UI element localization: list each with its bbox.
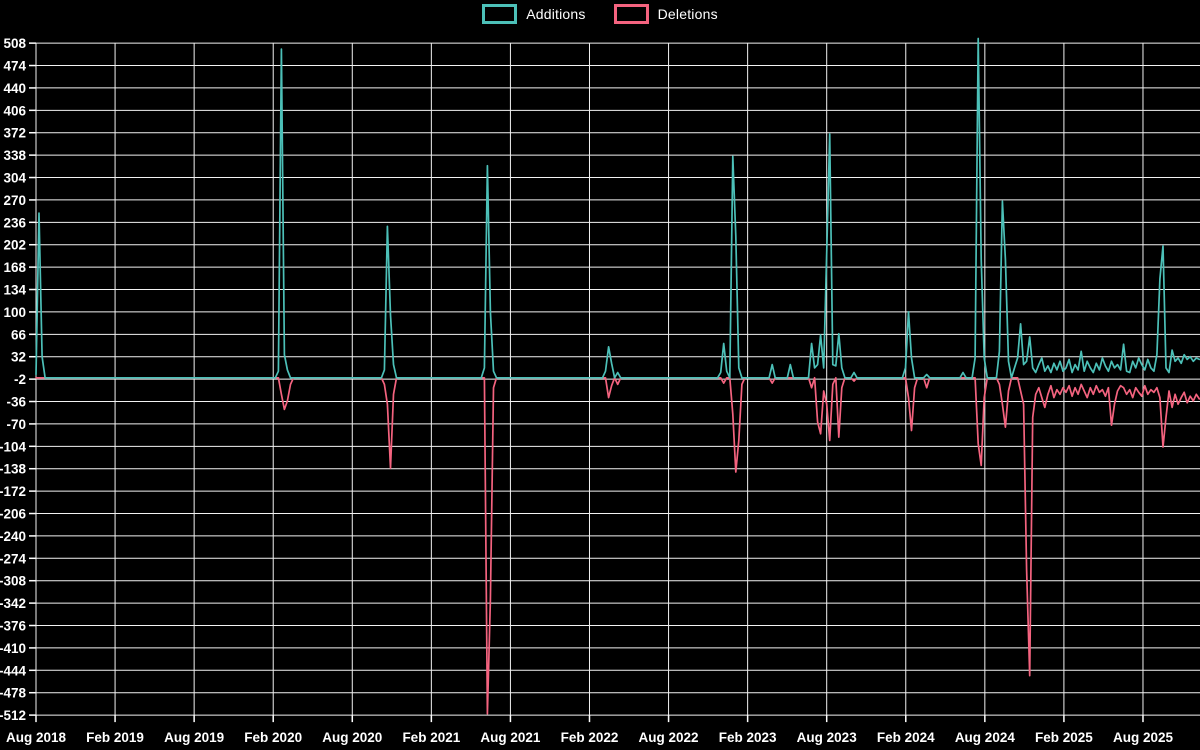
x-tick-label: Aug 2018 (6, 730, 67, 745)
legend-label-additions: Additions (526, 6, 586, 22)
y-tick-label: -36 (6, 395, 26, 410)
x-tick-label: Feb 2023 (719, 730, 777, 745)
y-tick-label: -240 (0, 529, 26, 544)
y-tick-label: -104 (0, 439, 26, 454)
y-tick-label: -444 (0, 663, 26, 678)
y-tick-label: 338 (3, 148, 26, 163)
y-tick-label: 270 (3, 193, 26, 208)
additions-swatch-icon (482, 4, 518, 24)
legend-label-deletions: Deletions (657, 6, 718, 22)
x-tick-label: Feb 2022 (561, 730, 619, 745)
y-tick-label: -478 (0, 686, 26, 701)
x-tick-label: Aug 2022 (639, 730, 699, 745)
y-tick-label: -274 (0, 551, 26, 566)
x-tick-label: Aug 2024 (955, 730, 1016, 745)
x-tick-label: Aug 2019 (164, 730, 224, 745)
y-tick-label: 372 (3, 126, 26, 141)
y-tick-label: 474 (3, 59, 26, 74)
legend: Additions Deletions (0, 4, 1200, 24)
y-tick-label: -172 (0, 484, 26, 499)
deletions-swatch-icon (613, 4, 649, 24)
y-tick-label: 100 (3, 305, 26, 320)
x-tick-label: Feb 2021 (402, 730, 460, 745)
y-tick-label: -376 (0, 619, 26, 634)
y-tick-label: -138 (0, 462, 26, 477)
legend-item-deletions[interactable]: Deletions (613, 4, 718, 24)
y-tick-label: -512 (0, 708, 26, 723)
y-tick-label: -410 (0, 641, 26, 656)
y-tick-label: -70 (6, 417, 26, 432)
y-tick-label: 168 (3, 260, 26, 275)
x-tick-label: Aug 2023 (797, 730, 858, 745)
x-tick-label: Aug 2020 (322, 730, 382, 745)
deletions-line (35, 376, 1200, 715)
x-tick-label: Aug 2021 (480, 730, 541, 745)
y-tick-label: 66 (11, 327, 27, 342)
x-tick-label: Feb 2025 (1035, 730, 1093, 745)
x-tick-label: Feb 2020 (244, 730, 302, 745)
y-tick-label: 440 (3, 81, 26, 96)
x-tick-label: Aug 2025 (1113, 730, 1174, 745)
y-tick-label: -206 (0, 507, 26, 522)
x-tick-label: Feb 2024 (877, 730, 935, 745)
additions-line (35, 37, 1200, 379)
x-tick-label: Feb 2019 (86, 730, 144, 745)
y-tick-label: 508 (3, 36, 26, 51)
y-tick-label: 202 (3, 238, 26, 253)
y-tick-label: 134 (3, 283, 26, 298)
y-tick-label: -308 (0, 574, 26, 589)
y-tick-label: 304 (3, 171, 26, 186)
y-tick-label: 406 (3, 103, 26, 118)
y-tick-label: 236 (3, 215, 26, 230)
y-tick-label: -2 (14, 372, 26, 387)
legend-item-additions[interactable]: Additions (482, 4, 585, 24)
y-tick-label: -342 (0, 596, 26, 611)
y-tick-label: 32 (11, 350, 26, 365)
